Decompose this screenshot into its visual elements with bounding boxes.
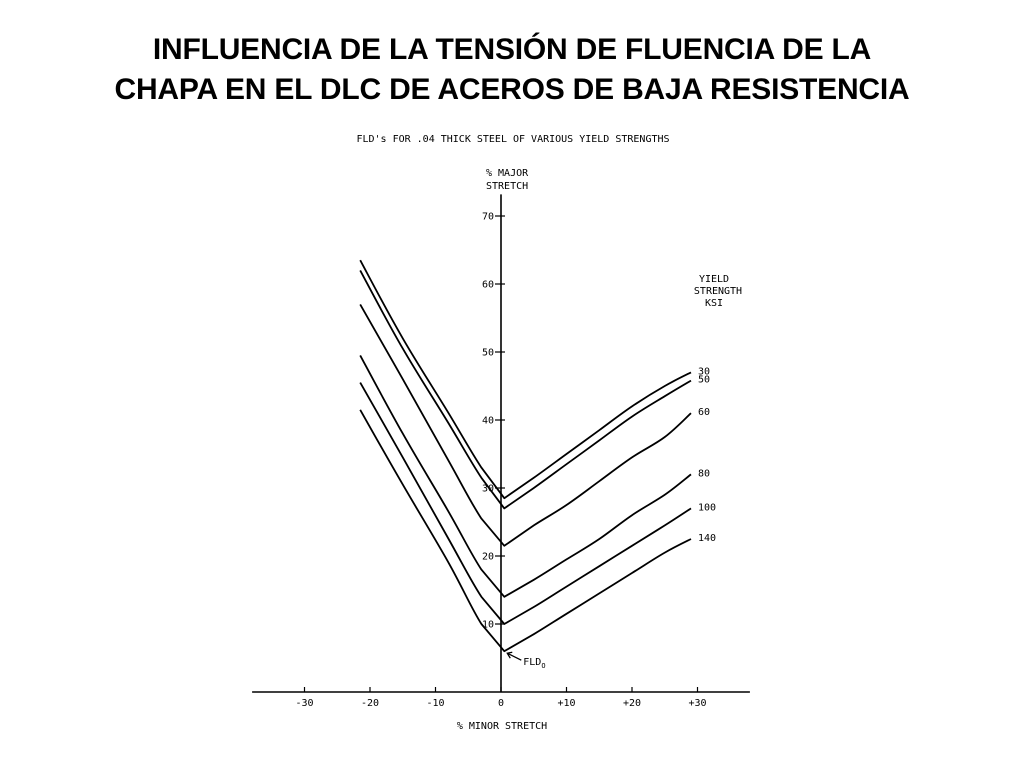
y-tick-label: 50: [482, 348, 494, 359]
series-label-140: 140: [698, 533, 716, 544]
curves: [359, 259, 692, 653]
y-tick-label: 30: [482, 484, 494, 495]
series-label-50: 50: [698, 375, 710, 386]
x-tick-label: 0: [498, 698, 504, 709]
slide-title-line-1: INFLUENCIA DE LA TENSIÓN DE FLUENCIA DE …: [152, 33, 872, 66]
y-tick-label: 60: [482, 280, 494, 291]
curve-50-ksi: [359, 269, 692, 510]
series-label-30: 30: [698, 366, 710, 377]
curve-60-ksi: [359, 303, 692, 547]
fld-annotation: FLDO: [506, 651, 546, 670]
x-axis-label: % MINOR STRETCH: [457, 721, 547, 732]
x-tick-label: +20: [623, 698, 641, 709]
slide-title: INFLUENCIA DE LA TENSIÓN DE FLUENCIA DE …: [0, 30, 1024, 110]
y-tick-label: 20: [482, 552, 494, 563]
fld-annotation-subscript: O: [541, 662, 545, 670]
fld-annotation-text: FLD: [523, 657, 541, 668]
x-tick-label: -10: [426, 698, 444, 709]
legend-title-line-2: STRENGTH: [694, 286, 742, 297]
legend-title-line-1: YIELD: [699, 274, 729, 285]
fld-annotation-label: FLDO: [523, 657, 545, 670]
series-label-100: 100: [698, 502, 716, 513]
x-tick-label: -20: [361, 698, 379, 709]
curve-140-ksi: [359, 409, 692, 653]
chart-title: FLD's FOR .04 THICK STEEL OF VARIOUS YIE…: [356, 134, 669, 145]
y-axis-label-line-1: % MAJOR: [486, 168, 529, 179]
legend-title-line-3: KSI: [705, 298, 723, 309]
axes: [252, 194, 750, 693]
y-tick-label: 10: [482, 620, 494, 631]
curve-100-ksi: [359, 382, 692, 625]
x-tick-label: +30: [688, 698, 706, 709]
y-tick-label: 40: [482, 416, 494, 427]
fld-arrow: [506, 651, 522, 661]
curve-30-ksi: [359, 259, 692, 500]
curve-80-ksi: [359, 354, 692, 598]
axis-ticks: -30 -20 -10 0 +10 +20 +30 10 20 30 40 50 60 70: [295, 212, 706, 710]
slide-title-line-2: CHAPA EN EL DLC DE ACEROS DE BAJA RESIST…: [114, 73, 910, 106]
x-tick-label: -30: [295, 698, 313, 709]
y-tick-label: 70: [482, 212, 494, 223]
x-tick-label: +10: [557, 698, 575, 709]
series-label-60: 60: [698, 407, 710, 418]
y-axis-label-line-2: STRETCH: [486, 181, 528, 192]
series-label-80: 80: [698, 468, 710, 479]
